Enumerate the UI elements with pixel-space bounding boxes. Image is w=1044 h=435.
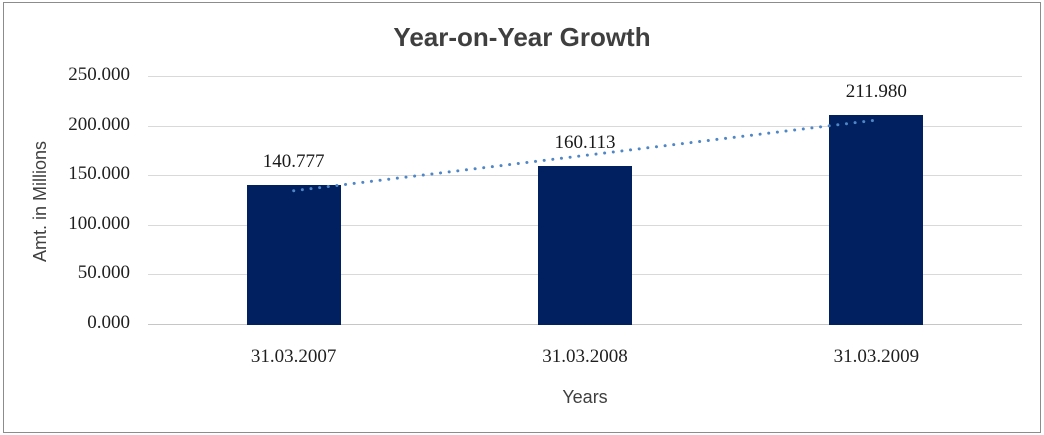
y-tick-label: 150.000 xyxy=(68,163,130,185)
y-tick-label: 250.000 xyxy=(68,64,130,85)
bar-value-label: 140.777 xyxy=(262,151,325,173)
gridline xyxy=(148,125,1022,127)
trendline-segment xyxy=(292,118,878,193)
bar xyxy=(538,166,632,325)
bar-value-label: 160.113 xyxy=(554,132,616,154)
x-category-label: 31.03.2007 xyxy=(250,346,337,367)
chart-title: Year-on-Year Growth xyxy=(393,22,651,52)
x-axis-title: Years xyxy=(562,387,608,407)
y-tick-label: 200.000 xyxy=(68,113,130,135)
bar xyxy=(829,114,924,325)
bar-value-label: 211.980 xyxy=(845,80,907,102)
gridline xyxy=(148,76,1022,77)
x-axis-category-labels: 31.03.2007 31.03.2008 31.03.2009 xyxy=(148,346,1022,370)
x-category-label: 31.03.2009 xyxy=(833,346,920,367)
y-tick-label: 50.000 xyxy=(77,262,130,284)
x-category-label: 31.03.2008 xyxy=(542,346,628,367)
y-axis-tick-labels: 0.000 50.000 100.000 150.000 200.000 250.000 xyxy=(0,64,130,333)
y-tick-label: 0.000 xyxy=(87,312,130,333)
bar xyxy=(246,185,341,325)
y-tick-label: 100.000 xyxy=(68,212,130,234)
plot-area: 140.777 160.113 211.980 xyxy=(148,76,1022,325)
trendline xyxy=(292,118,878,193)
